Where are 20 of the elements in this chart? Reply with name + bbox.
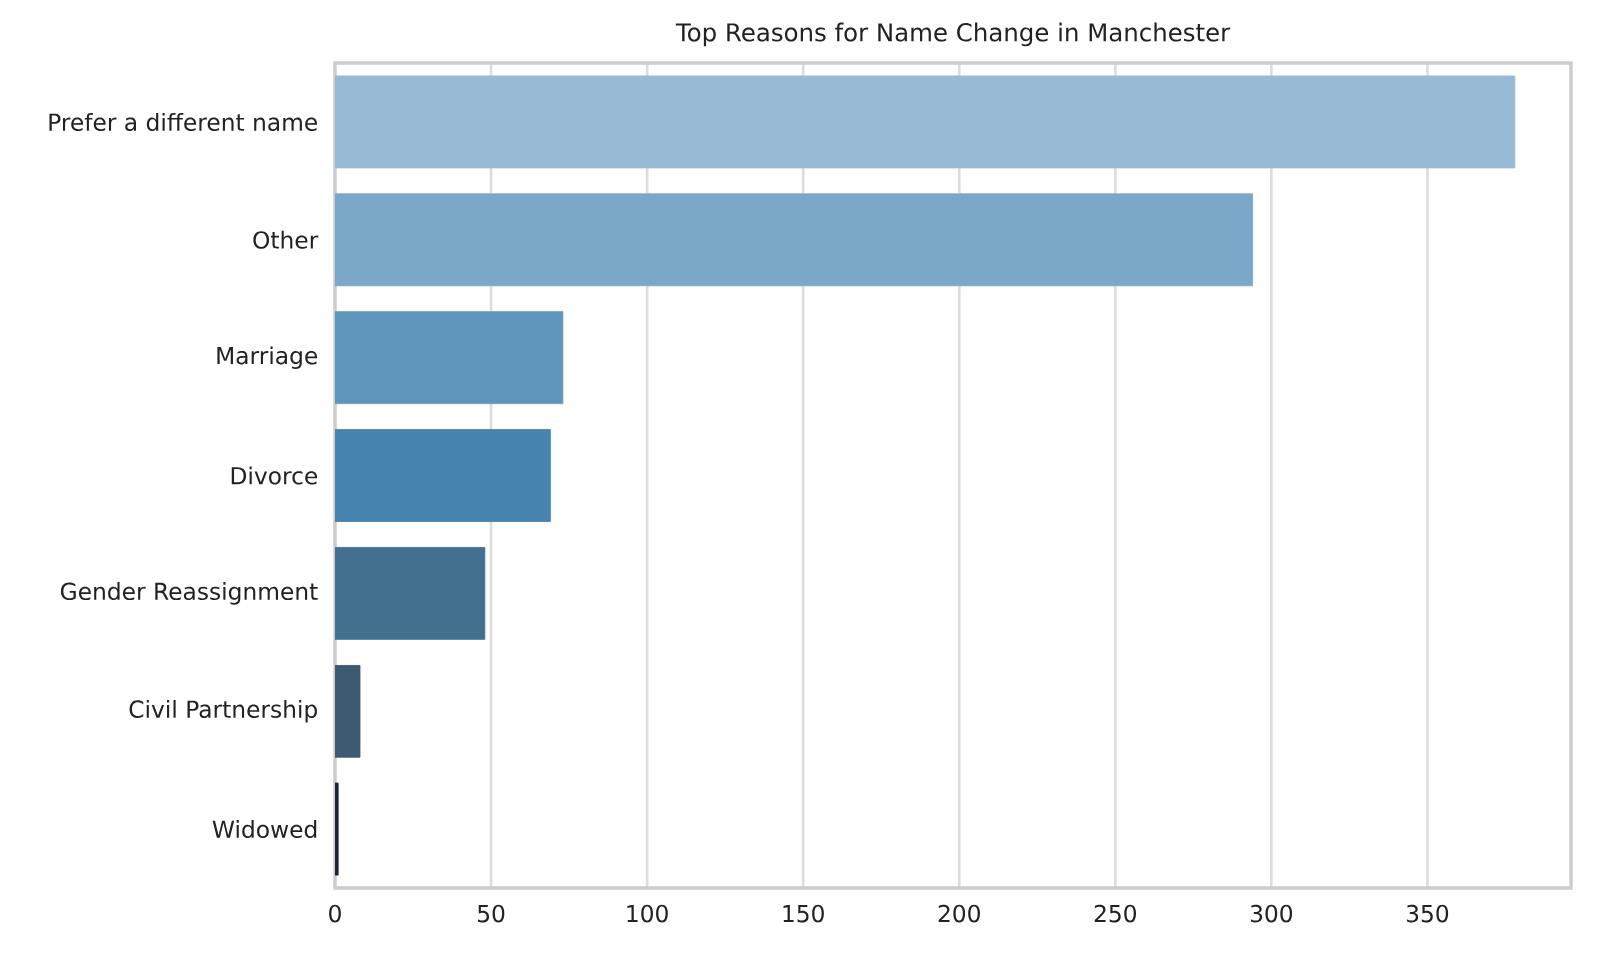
- x-tick-label: 50: [478, 904, 505, 923]
- bar: [335, 429, 551, 522]
- x-tick-label: 300: [1250, 904, 1293, 923]
- x-tick-label: 0: [329, 904, 341, 923]
- bar: [335, 664, 361, 758]
- bar: [335, 193, 1254, 287]
- x-tick-label: 350: [1406, 904, 1449, 923]
- y-tick-label: Marriage: [217, 346, 318, 369]
- y-tick-label: Divorce: [231, 466, 318, 485]
- y-tick-label: Civil Partnership: [129, 699, 317, 723]
- y-tick-label: Prefer a different name: [49, 112, 317, 131]
- bar: [335, 546, 486, 640]
- x-tick-label: 250: [1094, 904, 1136, 923]
- y-tick-label: Widowed: [212, 820, 317, 839]
- chart-title: Top Reasons for Name Change in Manchester: [675, 22, 1231, 47]
- x-tick-label: 150: [783, 904, 824, 923]
- x-tick-label: 200: [938, 904, 980, 923]
- y-tick-label: Gender Reassignment: [60, 582, 318, 605]
- y-tick-label: Other: [253, 230, 319, 249]
- x-tick-label: 100: [627, 904, 668, 923]
